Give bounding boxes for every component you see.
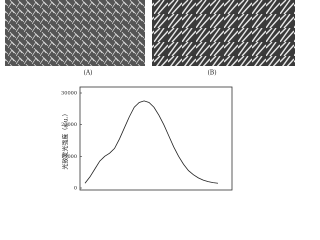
panel-label: (A) [83,70,92,77]
y-tick-label: 20000 [61,122,77,128]
y-axis-label: 光致发光强度（a.u.） [62,110,70,169]
y-tick-label: 10000 [61,154,77,160]
data-line [84,100,219,184]
y-tick-label: 30000 [61,91,77,97]
figure: (A) (B) 光致发光强度（a.u.） 0 10000 20000 30000 [5,0,295,192]
y-tick-label: 0 [74,186,77,192]
sem-image-b [152,0,295,66]
sem-image-a [5,0,145,66]
plot-frame [79,86,233,191]
panel-label: (B) [207,70,216,77]
